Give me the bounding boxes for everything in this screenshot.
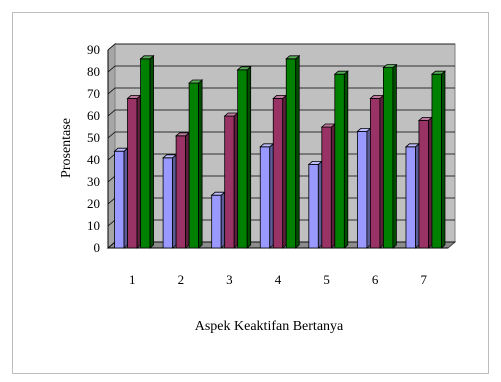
bar-side bbox=[295, 54, 300, 249]
bar bbox=[417, 116, 434, 249]
bar bbox=[188, 79, 204, 249]
bar-top bbox=[188, 79, 204, 84]
bar-top bbox=[236, 66, 252, 71]
x-tick-label: 6 bbox=[372, 272, 379, 287]
bar bbox=[356, 127, 372, 249]
bar-side bbox=[330, 123, 336, 249]
x-tick-label: 4 bbox=[275, 272, 282, 287]
y-axis-label: Prosentase bbox=[59, 118, 74, 178]
bar-side bbox=[366, 127, 371, 249]
bar-side bbox=[269, 142, 274, 249]
bar bbox=[113, 147, 129, 249]
bar bbox=[126, 94, 142, 249]
gridline bbox=[107, 65, 455, 73]
bar bbox=[285, 54, 301, 249]
bar-side bbox=[149, 54, 154, 249]
x-tick-label: 5 bbox=[323, 272, 330, 287]
bar-front bbox=[321, 126, 332, 249]
y-tick-label: 20 bbox=[87, 196, 100, 211]
bar bbox=[382, 63, 398, 249]
plot-side-wall bbox=[107, 42, 116, 250]
bar-side bbox=[136, 94, 141, 249]
bar-front bbox=[127, 98, 138, 249]
bar-front bbox=[405, 146, 416, 249]
bar-front bbox=[259, 146, 271, 249]
bar-top bbox=[139, 55, 155, 60]
bar bbox=[320, 123, 336, 249]
bar bbox=[210, 191, 226, 249]
x-tick-label: 3 bbox=[226, 272, 233, 287]
y-tick-label: 70 bbox=[87, 86, 100, 101]
y-tick-label: 0 bbox=[94, 240, 101, 255]
y-tick-label: 40 bbox=[87, 152, 100, 167]
bar bbox=[430, 70, 447, 249]
bar-front bbox=[356, 130, 368, 249]
bar-top bbox=[333, 70, 349, 75]
bar-side bbox=[415, 142, 420, 249]
bar-front bbox=[188, 82, 200, 249]
bar-side bbox=[172, 153, 177, 249]
bar bbox=[333, 70, 349, 249]
bar-side bbox=[317, 160, 323, 249]
bar-side bbox=[392, 63, 397, 249]
bar bbox=[307, 160, 323, 249]
bar-side bbox=[428, 116, 433, 249]
bar-top bbox=[430, 70, 447, 75]
y-tick-label: 10 bbox=[87, 218, 100, 233]
gridline bbox=[107, 43, 455, 51]
bar-side bbox=[343, 70, 349, 249]
bar-front bbox=[162, 157, 174, 249]
bar-front bbox=[114, 150, 125, 249]
bar-side bbox=[198, 79, 203, 249]
y-tick-label: 80 bbox=[87, 64, 100, 79]
x-tick-label: 7 bbox=[420, 272, 427, 287]
bar-front bbox=[285, 58, 297, 249]
bar-side bbox=[379, 94, 384, 249]
bar bbox=[404, 142, 421, 249]
bar bbox=[259, 142, 275, 249]
x-axis-label: Aspek Keaktifan Bertanya bbox=[195, 319, 344, 334]
bars bbox=[113, 54, 447, 249]
y-tick-label: 60 bbox=[87, 108, 100, 123]
bar bbox=[272, 94, 288, 249]
bar-front bbox=[382, 67, 394, 249]
bar-front bbox=[237, 69, 248, 249]
y-tick-label: 30 bbox=[87, 174, 100, 189]
bar-front bbox=[418, 120, 429, 249]
x-tick-label: 2 bbox=[178, 272, 185, 287]
bar bbox=[139, 54, 155, 249]
bar bbox=[175, 131, 191, 249]
bar-side bbox=[220, 191, 226, 249]
bar-top bbox=[382, 64, 398, 68]
y-tick-label: 90 bbox=[87, 42, 100, 57]
bar-front bbox=[334, 73, 345, 249]
bar-front bbox=[140, 58, 151, 249]
y-tick-label: 50 bbox=[87, 130, 100, 145]
tick-labels: 0 10 20 30 40 50 60 70 80 90 1 2 3 4 5 6 7 bbox=[87, 42, 427, 287]
bar-side bbox=[441, 70, 446, 249]
bar-side bbox=[282, 94, 287, 249]
bar-side bbox=[185, 131, 190, 249]
bar-top bbox=[285, 55, 301, 60]
bar-front bbox=[175, 135, 187, 249]
bar-front bbox=[224, 115, 235, 249]
bar-side bbox=[246, 65, 252, 249]
bar-front bbox=[431, 73, 442, 249]
x-tick-label: 1 bbox=[129, 272, 136, 287]
bar-front bbox=[211, 194, 222, 249]
bar bbox=[223, 112, 239, 249]
bar-side bbox=[233, 112, 239, 249]
bar-front bbox=[308, 163, 319, 249]
bar-side bbox=[123, 147, 128, 249]
bar bbox=[162, 153, 178, 249]
bar-front bbox=[369, 98, 381, 249]
bar-front bbox=[272, 98, 284, 249]
bar bbox=[236, 65, 252, 249]
bar bbox=[369, 94, 385, 249]
